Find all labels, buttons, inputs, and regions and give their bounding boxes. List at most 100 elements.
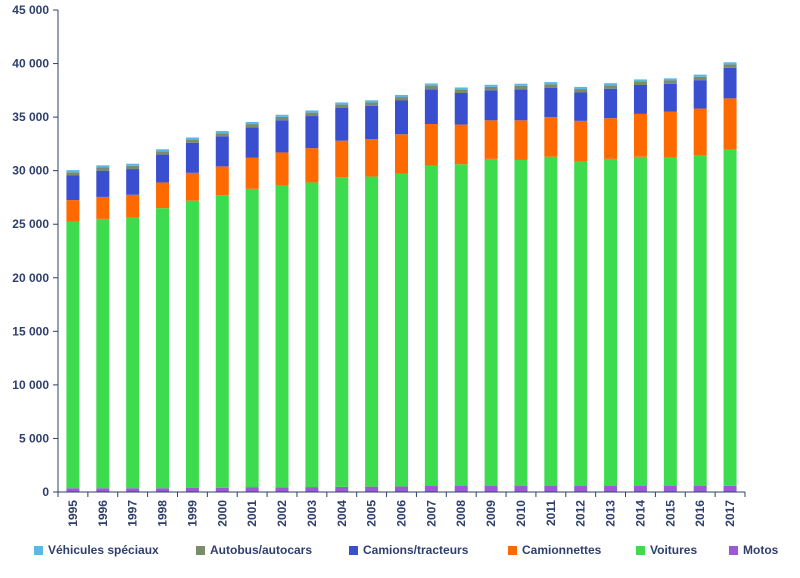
bar-segment-voitures <box>544 156 558 487</box>
bar-segment-camions-tracteurs <box>126 169 140 195</box>
bar-segment-vehicules-speciaux <box>126 163 140 166</box>
bar-segment-motos <box>185 487 199 492</box>
bar-segment-autobus-autocars <box>723 64 737 68</box>
bar-segment-camions-tracteurs <box>574 92 588 121</box>
legend-label: Autobus/autocars <box>210 543 312 557</box>
bar-segment-motos <box>484 486 498 492</box>
y-tick-label: 30 000 <box>12 164 49 178</box>
x-tick-label: 2000 <box>215 500 229 527</box>
bar-segment-camions-tracteurs <box>275 120 289 153</box>
bar-segment-camions-tracteurs <box>424 89 438 125</box>
y-tick-label: 0 <box>42 485 49 499</box>
bar-stack-2014 <box>633 79 647 492</box>
bar-segment-vehicules-speciaux <box>185 137 199 140</box>
bar-segment-camions-tracteurs <box>305 116 319 149</box>
bar-segment-camionnettes <box>335 140 349 178</box>
bar-stack-2005 <box>365 100 379 492</box>
bar-stack-2016 <box>693 74 707 492</box>
bar-stack-1998 <box>156 149 170 492</box>
bar-segment-voitures <box>245 188 259 488</box>
bar-segment-vehicules-speciaux <box>484 84 498 87</box>
bar-segment-motos <box>245 487 259 492</box>
legend-item: Camions/tracteurs <box>349 543 469 557</box>
x-tick-label: 2017 <box>723 500 737 527</box>
bar-stack-2007 <box>424 83 438 492</box>
bar-segment-voitures <box>96 218 110 489</box>
x-tick-label: 2012 <box>574 500 588 527</box>
y-tick-label: 20 000 <box>12 271 49 285</box>
bar-stack-2010 <box>514 83 528 492</box>
bar-segment-autobus-autocars <box>514 85 528 90</box>
bar-segment-motos <box>126 488 140 492</box>
bar-stack-2000 <box>215 131 229 492</box>
bar-segment-camionnettes <box>365 139 379 177</box>
bar-segment-camions-tracteurs <box>484 90 498 121</box>
bar-stack-2001 <box>245 121 259 492</box>
bar-stack-2012 <box>574 86 588 492</box>
x-tick-label: 2014 <box>633 500 647 527</box>
bar-segment-autobus-autocars <box>215 133 229 137</box>
bar-segment-camions-tracteurs <box>215 136 229 167</box>
bar-segment-autobus-autocars <box>245 124 259 128</box>
x-tick-label: 2015 <box>663 500 677 527</box>
legend: Véhicules spéciaux Autobus/autocars Camion… <box>34 543 779 557</box>
y-tick-label: 10 000 <box>12 378 49 392</box>
bar-segment-camions-tracteurs <box>185 142 199 173</box>
bar-segment-autobus-autocars <box>365 102 379 106</box>
legend-swatch <box>729 546 738 555</box>
x-tick-label: 2016 <box>693 500 707 527</box>
legend-item: Voitures <box>636 543 697 557</box>
bar-segment-autobus-autocars <box>126 165 140 170</box>
y-tick-label: 40 000 <box>12 57 49 71</box>
bar-segment-camionnettes <box>156 182 170 209</box>
bar-segment-camionnettes <box>454 124 468 165</box>
bar-segment-vehicules-speciaux <box>156 149 170 152</box>
bar-segment-voitures <box>604 158 618 487</box>
legend-label: Camionnettes <box>522 543 602 557</box>
bar-segment-motos <box>156 488 170 492</box>
bar-segment-autobus-autocars <box>424 85 438 90</box>
bar-segment-autobus-autocars <box>156 151 170 155</box>
bar-segment-camions-tracteurs <box>544 87 558 118</box>
x-tick-label: 1998 <box>156 500 170 527</box>
bar-segment-vehicules-speciaux <box>305 110 319 113</box>
legend-swatch <box>636 546 645 555</box>
x-tick-label: 1995 <box>66 500 80 527</box>
bar-segment-camionnettes <box>215 166 229 196</box>
x-tick-label: 2013 <box>604 500 618 527</box>
bar-segment-camionnettes <box>693 108 707 156</box>
bar-segment-vehicules-speciaux <box>633 79 647 82</box>
bar-segment-camionnettes <box>185 172 199 201</box>
bar-segment-camionnettes <box>395 134 408 174</box>
bar-segment-voitures <box>454 164 468 487</box>
bar-segment-autobus-autocars <box>305 112 319 117</box>
bar-segment-camions-tracteurs <box>395 100 408 135</box>
bar-segment-vehicules-speciaux <box>335 102 349 105</box>
bar-segment-voitures <box>335 177 349 487</box>
bar-segment-autobus-autocars <box>275 116 289 121</box>
bar-segment-autobus-autocars <box>604 85 618 89</box>
bar-segment-autobus-autocars <box>96 167 110 171</box>
x-tick-label: 2007 <box>424 500 438 527</box>
bar-segment-motos <box>723 485 737 492</box>
bar-segment-camions-tracteurs <box>693 80 707 109</box>
bar-segment-camionnettes <box>574 120 588 162</box>
y-tick-label: 25 000 <box>12 217 49 231</box>
bar-segment-camions-tracteurs <box>66 175 80 201</box>
bar-segment-camions-tracteurs <box>156 154 170 183</box>
x-tick-label: 1996 <box>96 500 110 527</box>
bar-segment-motos <box>335 486 349 492</box>
y-tick-label: 45 000 <box>12 3 49 17</box>
bar-segment-motos <box>514 486 528 492</box>
bar-segment-camionnettes <box>723 98 737 150</box>
bar-segment-autobus-autocars <box>693 76 707 81</box>
bar-segment-motos <box>574 486 588 492</box>
bar-segment-camionnettes <box>484 120 498 159</box>
legend-label: Véhicules spéciaux <box>48 543 159 557</box>
bar-segment-vehicules-speciaux <box>514 83 528 86</box>
bar-stack-2006 <box>395 94 408 492</box>
x-tick-label: 2003 <box>305 500 319 527</box>
bar-segment-voitures <box>305 182 319 488</box>
bar-segment-vehicules-speciaux <box>96 165 110 168</box>
bar-segment-motos <box>305 487 319 492</box>
